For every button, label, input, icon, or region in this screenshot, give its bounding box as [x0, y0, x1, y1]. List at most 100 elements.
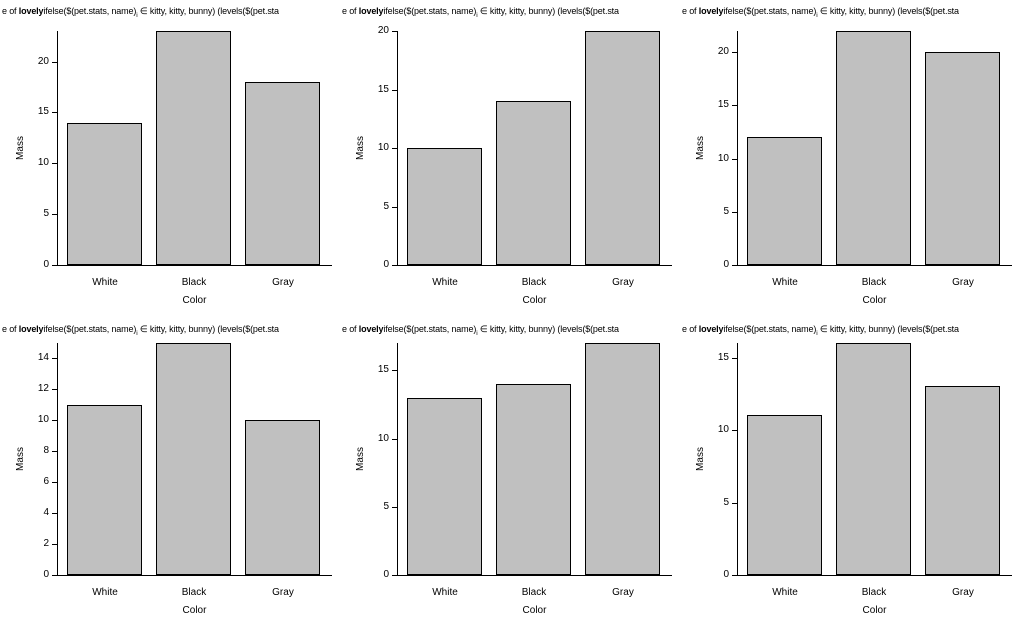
y-tick-mark	[52, 544, 57, 545]
y-tick-label: 10	[377, 142, 389, 153]
title-subscript: i	[136, 11, 138, 19]
x-category-label: White	[432, 587, 458, 598]
y-tick-label: 15	[37, 106, 49, 117]
subplot-title: e of lovelyifelse($(pet.stats, name)i ∈ …	[342, 6, 619, 21]
y-tick-mark	[732, 265, 737, 266]
y-tick-label: 5	[723, 497, 729, 508]
x-category-label: White	[772, 277, 798, 288]
title-text-mid: ifelse($(pet.stats, name)	[43, 6, 137, 16]
title-text-pre: e of	[682, 324, 699, 334]
y-tick-mark	[392, 90, 397, 91]
y-tick-label: 15	[717, 352, 729, 363]
x-axis-title: Color	[522, 605, 547, 616]
bar-white	[747, 137, 822, 265]
bar-white	[407, 398, 482, 575]
x-axis-spine	[737, 265, 1012, 266]
subplot-bottom-right: e of lovelyifelse($(pet.stats, name)i ∈ …	[680, 318, 1020, 636]
y-axis-title: Mass	[695, 447, 706, 471]
y-tick-mark	[52, 389, 57, 390]
y-tick-mark	[52, 214, 57, 215]
y-tick-label: 0	[723, 569, 729, 580]
y-tick-label: 2	[43, 538, 49, 549]
y-tick-mark	[732, 52, 737, 53]
title-subscript: i	[816, 329, 818, 337]
x-category-label: Black	[861, 587, 887, 598]
bar-gray	[925, 386, 1000, 575]
y-tick-mark	[52, 163, 57, 164]
title-text-mid: ifelse($(pet.stats, name)	[723, 324, 817, 334]
y-tick-label: 15	[377, 364, 389, 375]
y-tick-mark	[392, 31, 397, 32]
bar-black	[836, 343, 911, 575]
subplot-top-middle: e of lovelyifelse($(pet.stats, name)i ∈ …	[340, 0, 680, 318]
subplot-bottom-left: e of lovelyifelse($(pet.stats, name)i ∈ …	[0, 318, 340, 636]
title-text-pre: e of	[682, 6, 699, 16]
y-tick-mark	[732, 430, 737, 431]
x-category-label: White	[432, 277, 458, 288]
title-text-bold: lovely	[358, 324, 384, 334]
y-tick-mark	[732, 212, 737, 213]
x-axis-title: Color	[182, 295, 207, 306]
subplot-title: e of lovelyifelse($(pet.stats, name)i ∈ …	[2, 324, 279, 339]
x-category-label: Gray	[612, 277, 634, 288]
bar-black	[496, 101, 571, 265]
x-category-label: Gray	[952, 587, 974, 598]
y-tick-label: 20	[377, 25, 389, 36]
bar-black	[496, 384, 571, 575]
y-tick-mark	[732, 159, 737, 160]
title-text-bold: lovely	[698, 324, 724, 334]
y-tick-label: 0	[43, 569, 49, 580]
title-text-bold: lovely	[358, 6, 384, 16]
subplot-bottom-middle: e of lovelyifelse($(pet.stats, name)i ∈ …	[340, 318, 680, 636]
bar-gray	[245, 82, 320, 265]
bar-black	[156, 343, 231, 575]
bar-gray	[245, 420, 320, 575]
y-tick-mark	[732, 358, 737, 359]
y-tick-mark	[392, 265, 397, 266]
y-tick-label: 10	[37, 414, 49, 425]
y-tick-label: 20	[37, 56, 49, 67]
x-category-label: White	[92, 587, 118, 598]
y-tick-label: 8	[43, 445, 49, 456]
y-tick-label: 5	[43, 208, 49, 219]
y-axis-spine	[397, 31, 398, 266]
title-text-bold: lovely	[698, 6, 724, 16]
y-tick-mark	[52, 62, 57, 63]
y-tick-mark	[732, 503, 737, 504]
y-axis-spine	[737, 31, 738, 266]
title-text-mid: ifelse($(pet.stats, name)	[383, 6, 477, 16]
y-tick-label: 0	[723, 259, 729, 270]
y-tick-mark	[392, 439, 397, 440]
y-axis-title: Mass	[695, 136, 706, 160]
y-tick-mark	[52, 420, 57, 421]
x-axis-spine	[737, 575, 1012, 576]
title-text-mid: ifelse($(pet.stats, name)	[723, 6, 817, 16]
y-tick-label: 5	[383, 501, 389, 512]
y-tick-mark	[52, 112, 57, 113]
bar-black	[156, 31, 231, 265]
y-tick-label: 10	[717, 153, 729, 164]
x-axis-spine	[57, 575, 332, 576]
x-category-label: Black	[181, 277, 207, 288]
y-tick-mark	[52, 575, 57, 576]
x-category-label: Black	[521, 277, 547, 288]
x-axis-title: Color	[182, 605, 207, 616]
title-text-pre: e of	[342, 6, 359, 16]
title-text-mid: ifelse($(pet.stats, name)	[43, 324, 137, 334]
subplot-title: e of lovelyifelse($(pet.stats, name)i ∈ …	[2, 6, 279, 21]
x-axis-spine	[57, 265, 332, 266]
y-tick-mark	[52, 451, 57, 452]
x-category-label: Black	[861, 277, 887, 288]
y-axis-spine	[737, 343, 738, 576]
y-tick-label: 10	[377, 433, 389, 444]
subplot-title: e of lovelyifelse($(pet.stats, name)i ∈ …	[342, 324, 619, 339]
x-category-label: White	[92, 277, 118, 288]
x-category-label: Gray	[272, 587, 294, 598]
x-category-label: Black	[181, 587, 207, 598]
x-axis-title: Color	[522, 295, 547, 306]
x-axis-title: Color	[862, 295, 887, 306]
title-text-post: ∈ kitty, kitty, bunny) (levels($(pet.sta	[817, 324, 959, 334]
x-category-label: Gray	[952, 277, 974, 288]
title-text-post: ∈ kitty, kitty, bunny) (levels($(pet.sta	[477, 6, 619, 16]
y-tick-mark	[732, 105, 737, 106]
